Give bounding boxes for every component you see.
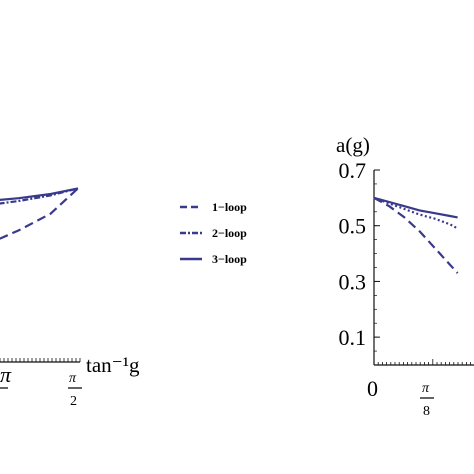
left-series-group xyxy=(0,187,79,240)
left-x-tick-label-pi-den: 2 xyxy=(70,394,77,409)
right-series-line-2 xyxy=(373,196,459,230)
right-y-ticks: 0.1 0.3 0.5 0.7 xyxy=(339,158,380,352)
left-chart-panel: π π 2 tan⁻¹g xyxy=(0,187,140,409)
legend-label-2-loop: 2−loop xyxy=(212,226,247,240)
right-x-tick-label-8: 8 xyxy=(423,404,430,419)
left-x-tick-label-pi: π xyxy=(0,362,12,387)
right-y-tick-label: 0.5 xyxy=(339,214,367,239)
right-y-axis-title: a(g) xyxy=(336,133,370,157)
right-y-tick-label: 0.7 xyxy=(339,158,367,183)
left-x-minor-ticks xyxy=(0,358,81,362)
legend-entry-2-loop: 2−loop xyxy=(180,226,247,240)
right-series-line-3 xyxy=(373,196,458,219)
legend-entry-1-loop: 1−loop xyxy=(180,200,247,214)
right-x-tick-label-pi: π xyxy=(422,381,430,396)
right-chart-panel: 0.1 0.3 0.5 0.7 a(g) 0 π 8 xyxy=(336,133,474,419)
left-series-line-1 xyxy=(0,187,79,240)
right-y-tick-label: 0.1 xyxy=(339,325,367,350)
right-series-line-1 xyxy=(373,196,459,274)
right-x-ticks xyxy=(373,359,472,365)
legend-entry-3-loop: 3−loop xyxy=(180,252,247,266)
right-series-group xyxy=(373,196,459,274)
right-x-tick-label-0: 0 xyxy=(367,376,378,401)
legend-label-3-loop: 3−loop xyxy=(212,252,247,266)
left-series-line-3 xyxy=(0,187,79,201)
left-x-tick-label-pi-num: π xyxy=(69,371,77,386)
legend: 1−loop 2−loop 3−loop xyxy=(180,200,247,266)
left-series-line-2 xyxy=(0,187,79,205)
right-y-tick-label: 0.3 xyxy=(339,269,367,294)
left-x-axis-title: tan⁻¹g xyxy=(86,353,140,377)
legend-label-1-loop: 1−loop xyxy=(212,200,247,214)
